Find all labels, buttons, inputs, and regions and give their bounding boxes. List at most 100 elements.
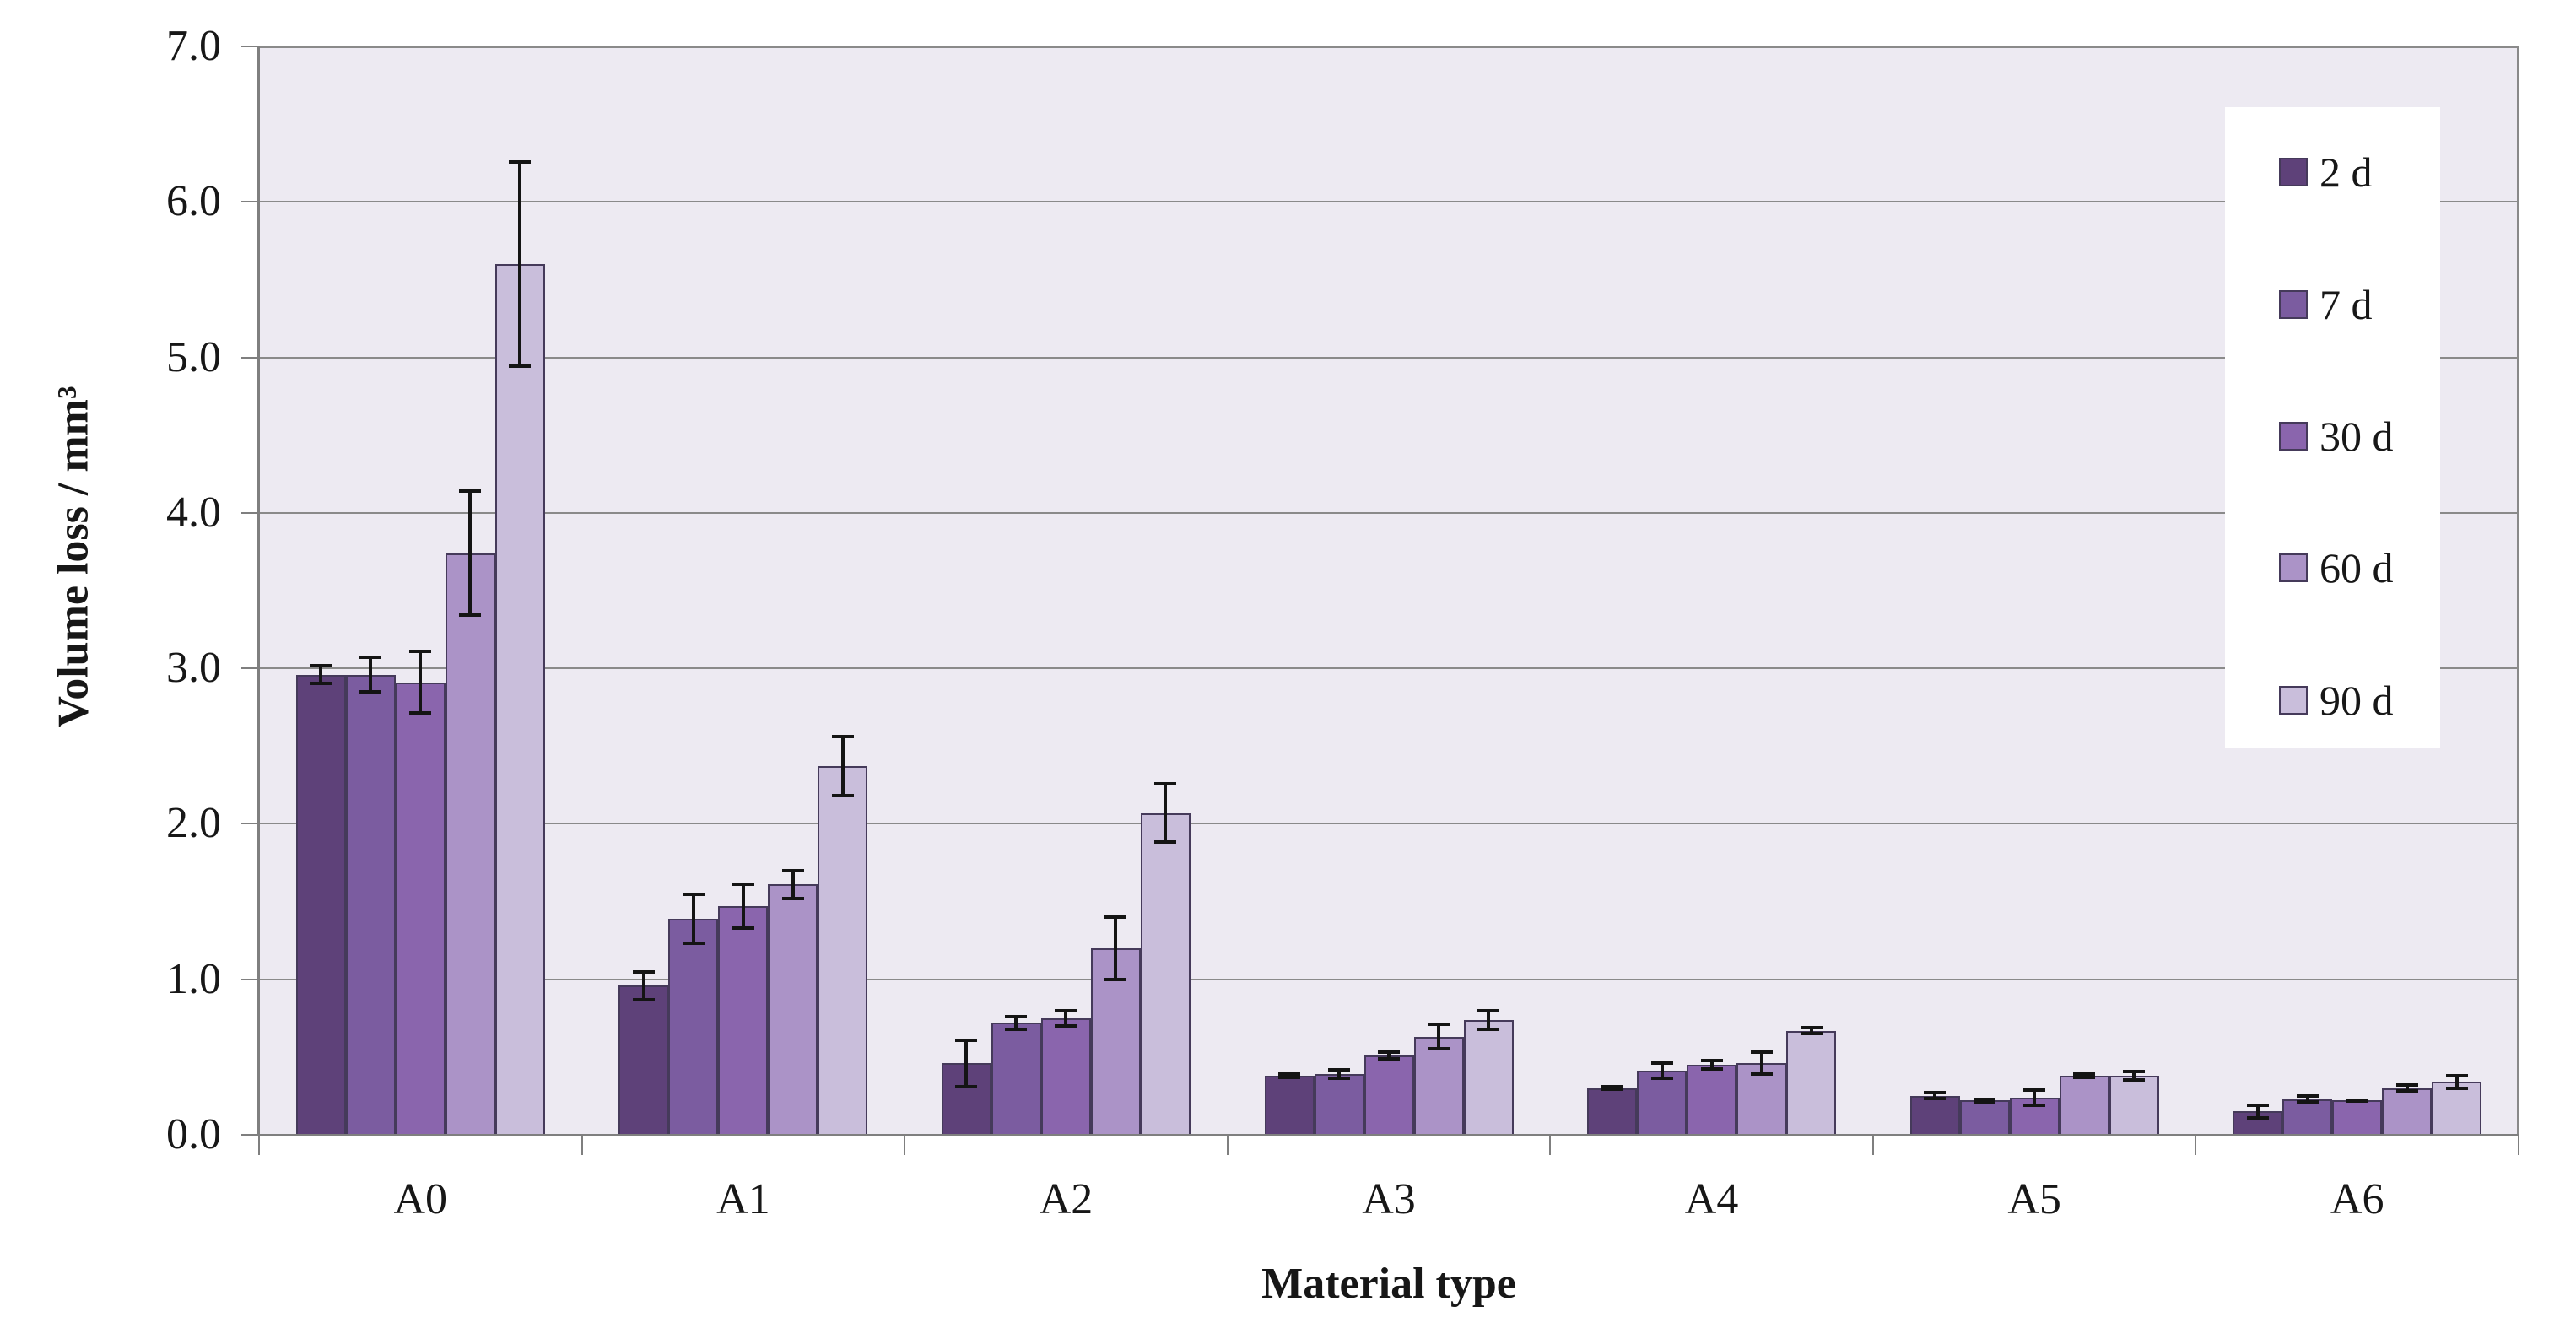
error-bar-A4-2d [1601,1085,1623,1092]
bar-A1-2d [618,985,669,1135]
error-bar-A1-90d [831,735,854,798]
error-bar-line [1660,1061,1664,1081]
error-bar-cap-top [1428,1023,1450,1027]
y-tick-mark [241,201,259,203]
category-label-A3: A3 [1362,1175,1416,1223]
error-bar-cap-bottom [1974,1100,1996,1104]
legend-label-2d: 2 d [2319,148,2373,196]
error-bar-line [964,1038,969,1088]
y-tick-label: 2.0 [166,799,221,848]
error-bar-cap-top [632,969,655,974]
error-bar-A5-7d [1974,1097,1996,1104]
error-bar-cap-bottom [732,926,754,930]
bar-A2-90d [1140,812,1191,1135]
error-bar-cap-top [1700,1058,1723,1062]
error-bar-cap-bottom [359,689,382,694]
bar-A5-90d [2109,1075,2159,1135]
error-bar-cap-top [459,489,482,494]
error-bar-line [1387,1050,1391,1061]
error-bar-cap-bottom [1700,1067,1723,1072]
error-bar-A3-90d [1477,1008,1499,1031]
error-bar-cap-top [831,735,854,739]
bar-A0-90d [494,264,545,1135]
error-bar-cap-top [1974,1097,1996,1101]
bar-A0-30d [395,682,446,1135]
error-bar-cap-bottom [1154,840,1177,845]
error-bar-cap-top [1601,1085,1623,1089]
y-tick-label: 4.0 [166,488,221,537]
bar-A1-30d [718,906,769,1135]
y-axis-line [257,46,260,1136]
error-bar-line [1064,1008,1068,1028]
bar-A4-7d [1637,1071,1688,1135]
bar-A3-2d [1264,1075,1315,1135]
legend-label-30d: 30 d [2319,413,2394,460]
error-bar-cap-bottom [831,794,854,798]
error-bar-A5-60d [2073,1072,2096,1079]
error-bar-line [2033,1088,2037,1107]
bar-A3-7d [1314,1074,1364,1135]
error-bar-cap-bottom [1650,1077,1673,1081]
gridline-1.0 [259,978,2519,980]
error-bar-line [791,868,795,900]
error-bar-cap-top [2296,1094,2319,1099]
y-tick-mark [241,823,259,825]
error-bar-A3-7d [1328,1067,1350,1081]
gridline-6.0 [259,201,2519,203]
x-tick-mark [1549,1135,1552,1155]
error-bar-cap-top [1800,1026,1823,1029]
error-bar-line [691,892,695,946]
bar-A1-90d [818,766,868,1135]
error-bar-A5-30d [2023,1088,2046,1107]
error-bar-A0-2d [310,663,332,686]
error-bar-line [1809,1026,1813,1036]
error-bar-cap-top [1104,915,1127,920]
error-bar-line [468,489,473,618]
bar-A0-2d [295,674,346,1135]
error-bar-A0-7d [359,656,382,694]
bar-A1-60d [768,884,818,1135]
legend-label-7d: 7 d [2319,281,2373,328]
error-bar-cap-top [2123,1069,2146,1073]
error-bar-A2-60d [1104,915,1127,981]
error-bar-A0-30d [409,650,432,715]
error-bar-cap-bottom [1601,1088,1623,1092]
legend-item-7d: 7 d [2225,279,2440,330]
bar-A3-30d [1364,1055,1414,1135]
bar-A5-2d [1909,1095,1960,1135]
error-bar-cap-bottom [1005,1027,1028,1031]
legend-swatch-7d [2279,290,2308,319]
error-bar-A4-90d [1800,1026,1823,1036]
error-bar-line [1014,1015,1018,1031]
error-bar-A0-60d [459,489,482,618]
error-bar-cap-top [2395,1083,2418,1088]
error-bar-A6-60d [2395,1083,2418,1093]
error-bar-A5-90d [2123,1069,2146,1082]
error-bar-line [518,159,522,369]
x-tick-mark [1871,1135,1874,1155]
error-bar-line [319,663,323,686]
error-bar-cap-bottom [1800,1032,1823,1036]
error-bar-cap-top [2023,1088,2046,1092]
legend-swatch-60d [2279,553,2308,582]
error-bar-A5-2d [1924,1091,1947,1101]
y-tick-label: 6.0 [166,177,221,226]
error-bar-cap-top [409,650,432,654]
error-bar-A6-2d [2246,1104,2269,1120]
error-bar-line [1759,1050,1763,1076]
error-bar-line [2305,1094,2309,1104]
error-bar-cap-top [955,1038,978,1042]
error-bar-A3-30d [1378,1050,1400,1061]
error-bar-cap-bottom [409,711,432,715]
y-tick-mark [241,356,259,359]
error-bar-cap-top [1650,1061,1673,1066]
error-bar-cap-bottom [632,997,655,1001]
bar-A6-60d [2382,1088,2433,1135]
y-tick-label: 5.0 [166,332,221,381]
bar-A6-30d [2332,1100,2383,1135]
y-tick-label: 0.0 [166,1110,221,1158]
error-bar-A2-2d [955,1038,978,1088]
bar-A5-60d [2059,1075,2109,1135]
bar-A4-90d [1786,1030,1837,1135]
error-bar-cap-bottom [2296,1100,2319,1104]
